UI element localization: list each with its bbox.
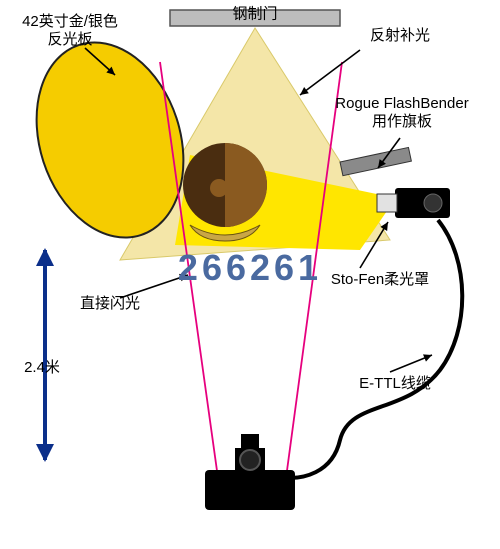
- rogue-label-2: 用作旗板: [372, 112, 432, 130]
- flashbender-flag: [340, 147, 411, 175]
- watermark: 266261: [178, 247, 322, 288]
- subject-head: [183, 143, 267, 227]
- reflector-label-2: 反光板: [47, 30, 92, 48]
- camera: [205, 434, 295, 510]
- rogue-label-1: Rogue FlashBender: [335, 95, 468, 112]
- direct-label: 直接闪光: [80, 295, 140, 312]
- steel-label: 钢制门: [232, 5, 277, 22]
- distance-label: 2.4米: [24, 359, 60, 376]
- ettl-label: E-TTL线缆: [359, 375, 431, 392]
- stofen-label: Sto-Fen柔光罩: [331, 271, 429, 288]
- fill-label: 反射补光: [370, 27, 430, 44]
- reflector-label-1: 42英寸金/银色: [22, 12, 118, 30]
- flash-unit: [377, 188, 450, 218]
